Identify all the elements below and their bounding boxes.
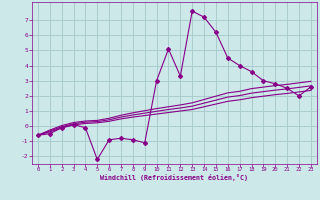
X-axis label: Windchill (Refroidissement éolien,°C): Windchill (Refroidissement éolien,°C): [100, 174, 248, 181]
